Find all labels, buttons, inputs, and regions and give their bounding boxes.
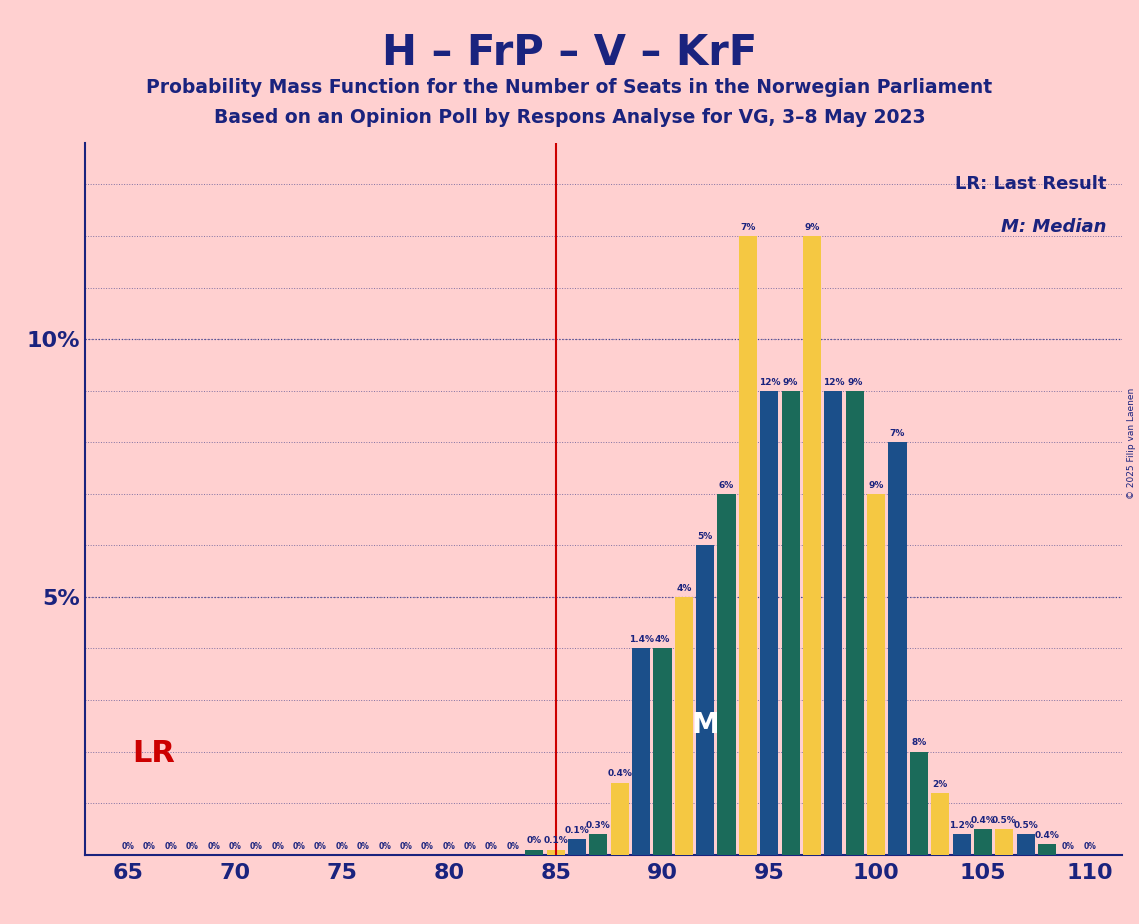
Bar [611, 783, 629, 855]
Text: 0.4%: 0.4% [1034, 832, 1059, 840]
Text: 12%: 12% [759, 378, 780, 386]
Text: Based on an Opinion Poll by Respons Analyse for VG, 3–8 May 2023: Based on an Opinion Poll by Respons Anal… [214, 108, 925, 128]
Text: 12%: 12% [822, 378, 844, 386]
Text: 0%: 0% [122, 842, 134, 851]
Bar [910, 751, 928, 855]
Bar [867, 493, 885, 855]
Bar [845, 391, 863, 855]
Text: 2%: 2% [933, 780, 948, 789]
Bar [974, 829, 992, 855]
Text: 0%: 0% [249, 842, 263, 851]
Text: 9%: 9% [847, 378, 862, 386]
Bar [760, 391, 778, 855]
Text: 0%: 0% [357, 842, 370, 851]
Text: M: Median: M: Median [1001, 218, 1106, 236]
Text: Probability Mass Function for the Number of Seats in the Norwegian Parliament: Probability Mass Function for the Number… [147, 78, 992, 97]
Text: H – FrP – V – KrF: H – FrP – V – KrF [382, 32, 757, 74]
Text: LR: Last Result: LR: Last Result [954, 176, 1106, 193]
Bar [718, 493, 736, 855]
Text: 8%: 8% [911, 738, 926, 748]
Bar [568, 839, 587, 855]
Text: 9%: 9% [868, 480, 884, 490]
Text: 0%: 0% [144, 842, 156, 851]
Text: 0.3%: 0.3% [585, 821, 611, 830]
Bar [1017, 834, 1035, 855]
Text: 0%: 0% [164, 842, 178, 851]
Text: 0.4%: 0.4% [607, 770, 632, 778]
Text: LR: LR [132, 739, 175, 768]
Bar [825, 391, 843, 855]
Text: 0.1%: 0.1% [543, 836, 568, 845]
Bar [674, 597, 693, 855]
Bar [739, 236, 757, 855]
Text: 0.4%: 0.4% [970, 816, 995, 825]
Text: © 2025 Filip van Laenen: © 2025 Filip van Laenen [1126, 388, 1136, 499]
Text: 0%: 0% [293, 842, 305, 851]
Text: 0%: 0% [1062, 842, 1075, 851]
Text: 0%: 0% [271, 842, 285, 851]
Bar [589, 834, 607, 855]
Bar [654, 649, 672, 855]
Text: 0%: 0% [186, 842, 198, 851]
Bar [803, 236, 821, 855]
Text: 0%: 0% [336, 842, 349, 851]
Text: M: M [691, 711, 719, 739]
Text: 7%: 7% [890, 429, 906, 438]
Text: 4%: 4% [655, 636, 670, 644]
Text: 0%: 0% [464, 842, 476, 851]
Text: 0%: 0% [526, 836, 542, 845]
Text: 0%: 0% [485, 842, 498, 851]
Text: 4%: 4% [677, 584, 691, 593]
Text: 9%: 9% [782, 378, 798, 386]
Text: 0%: 0% [442, 842, 456, 851]
Text: 6%: 6% [719, 480, 735, 490]
Text: 0%: 0% [1083, 842, 1097, 851]
Bar [952, 834, 970, 855]
Bar [525, 849, 543, 855]
Text: 0%: 0% [378, 842, 391, 851]
Bar [632, 649, 650, 855]
Bar [547, 849, 565, 855]
Text: 0%: 0% [400, 842, 412, 851]
Text: 0.5%: 0.5% [1014, 821, 1038, 830]
Text: 0%: 0% [207, 842, 220, 851]
Text: 1.4%: 1.4% [629, 636, 654, 644]
Text: 0%: 0% [507, 842, 519, 851]
Text: 5%: 5% [697, 532, 713, 541]
Text: 0%: 0% [421, 842, 434, 851]
Text: 9%: 9% [804, 223, 820, 232]
Text: 1.2%: 1.2% [949, 821, 974, 830]
Bar [1038, 845, 1056, 855]
Bar [932, 793, 949, 855]
Text: 0%: 0% [314, 842, 327, 851]
Text: 0.1%: 0.1% [565, 826, 589, 835]
Text: 0.5%: 0.5% [992, 816, 1017, 825]
Bar [696, 545, 714, 855]
Text: 7%: 7% [740, 223, 755, 232]
Text: 0%: 0% [229, 842, 241, 851]
Bar [995, 829, 1014, 855]
Bar [888, 443, 907, 855]
Bar [781, 391, 800, 855]
